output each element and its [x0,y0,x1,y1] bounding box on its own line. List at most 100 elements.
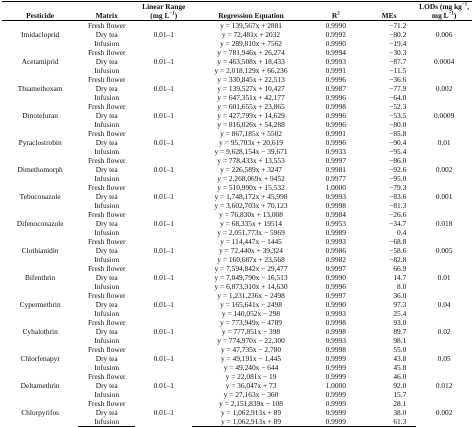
regression-equation-cell: y = 139,567x + 2881 [220,21,282,30]
r-squared-cell: 0.9997 [325,264,346,273]
matrix-effect-cell: −77.9 [389,84,407,93]
table-row: Imidacloprid Fresh flower 0.01–1 y = 139,56… [2,21,472,39]
r-squared-cell: 0.9990 [325,39,346,48]
regression-equation-cell: y = 72,481x + 2032 [221,30,281,39]
table-row: Difenoconazole Fresh flower 0.01–1 y = 76,8… [2,210,472,228]
header-lods: LODs (mg kg−1, mg L−1) [416,1,472,21]
r-squared-cell: 0.9999 [325,390,346,399]
r-squared-cell: 0.9997 [325,291,346,300]
linear-range-cell: 0.01–1 [153,138,174,147]
matrix-effect-cell: −11.5 [389,66,407,75]
pesticide-name: Clothianidin [21,246,59,255]
matrix-cell: Infusion [94,120,120,129]
r-squared-cell: 0.9992 [325,30,346,39]
table-row: Dry tea y = 427,799x + 14,629 0.9996 −53.5 [2,111,472,120]
matrix-effect-cell: 89.7 [393,327,407,336]
r-squared-cell: 0.9994 [325,48,346,57]
lod-cell: 0.04 [437,300,451,309]
matrix-cell: Fresh flower [87,318,126,327]
matrix-effect-cell: −68.8 [389,237,407,246]
matrix-cell: Dry tea [95,300,118,309]
lod-cell: 0.01 [437,138,451,147]
table-row: Dry tea y = 68,335x + 19514 0.9953 −34.7 [2,219,472,228]
table-row: Dry tea y = 95,703x + 20,619 0.9996 −90.4 [2,138,472,147]
regression-equation-cell: y = 47,735x − 2,780 [220,345,282,354]
matrix-cell: Infusion [94,390,120,399]
r-squared-cell: 0.9999 [309,417,362,427]
table-row: Infusion y = 2,268,069x + 9452 0.9977 −95.0 [2,174,472,183]
r-squared-cell: 0.9933 [325,147,346,156]
table-row: Infusion y = 774,970x − 22,300 0.9993 98.1 [2,336,472,345]
regression-equation-cell: y = 2,151,839x − 108 [219,399,283,408]
linear-range-cell: 0.01–1 [153,300,174,309]
matrix-effect-cell: −30.3 [389,48,407,57]
r-squared-cell: 0.9987 [325,84,346,93]
matrix-cell: Infusion [94,174,120,183]
matrix-effect-cell: 15.7 [393,390,407,399]
table-row: Cypermethrin Fresh flower 0.01–1 y = 1,231,… [2,291,472,309]
table-row: Dry tea y = 7,049,790x − 16,513 0.9990 14.7 [2,273,472,282]
matrix-cell: Fresh flower [87,75,126,84]
matrix-effect-cell: 0.4 [397,228,407,237]
r-squared-cell: 0.9999 [325,372,346,381]
regression-equation-cell: y = 774,970x − 22,300 [217,336,285,345]
table-row: Infusion y = 2,018,129x + 66,236 0.9991 −11… [2,66,472,75]
matrix-cell: Dry tea [95,84,118,93]
table-row: Chlorfenapyr Fresh flower 0.01–1 y = 47,735… [2,345,472,363]
linear-range-cell: 0.01–1 [153,165,174,174]
pesticide-name: Dimethomorph [17,165,63,174]
matrix-cell: Fresh flower [87,102,126,111]
r-squared-cell: 0.9981 [325,165,346,174]
table-row: Cyhalothrin Fresh flower 0.01–1 y = 773,949… [2,318,472,336]
matrix-cell: Dry tea [95,354,118,363]
matrix-effect-cell: −52.3 [389,102,407,111]
matrix-effect-cell: 28.1 [393,399,407,408]
r-squared-cell: 0.9998 [325,327,346,336]
matrix-effect-cell: −34.7 [389,219,407,228]
matrix-effect-cell: −92.6 [389,165,407,174]
regression-equation-cell: y = 95,703x + 20,619 [219,138,283,147]
regression-equation-cell: y = 781,946x + 26,274 [217,48,285,57]
lod-cell: 0.01 [437,273,451,282]
matrix-cell: Fresh flower [87,183,126,192]
linear-range-cell: 0.01–1 [153,111,174,120]
table-body: Imidacloprid Fresh flower 0.01–1 y = 139,56… [2,21,472,427]
matrix-cell: Fresh flower [87,291,126,300]
r-squared-cell: 0.9996 [325,93,346,102]
matrix-cell: Fresh flower [87,21,126,30]
regression-equation-cell: y = 160,687x + 23,568 [217,255,285,264]
r-squared-cell: 0.9998 [325,201,346,210]
table-row: Dry tea y = 72,440x + 39,324 0.9986 −58.6 [2,246,472,255]
regression-equation-cell: y = 7,049,790x − 16,513 [214,273,288,282]
regression-equation-cell: y = 139,527x + 10,427 [217,84,285,93]
pesticide-name: Chlorfenapyr [20,354,60,363]
r-squared-cell: 0.9996 [325,111,346,120]
regression-equation-cell: y = 226,589x + 3247 [220,165,282,174]
r-squared-cell: 0.9990 [325,21,346,30]
linear-range-cell: 0.01–1 [153,219,174,228]
pesticide-name: Deltamethrin [20,381,60,390]
regression-equation-cell: y = 68,335x + 19514 [220,219,282,228]
matrix-effect-cell: −79.3 [389,183,407,192]
matrix-cell: Infusion [94,363,120,372]
matrix-cell: Fresh flower [87,129,126,138]
regression-equation-cell: y = 427,799x + 14,629 [217,111,285,120]
regression-equation-cell: y = 114,447x − 1445 [220,237,282,246]
matrix-cell: Infusion [94,336,120,345]
pesticide-name: Bifenthrin [24,273,56,282]
r-squared-cell: 0.9993 [325,237,346,246]
matrix-cell: Infusion [78,417,136,427]
pesticide-name: Tebuconazole [19,192,61,201]
matrix-effect-cell: −86.0 [389,156,407,165]
header-regression-equation: Regression Equation [192,1,310,21]
matrix-cell: Dry tea [95,30,118,39]
matrix-cell: Infusion [94,255,120,264]
matrix-cell: Dry tea [95,192,118,201]
header-matrix-effects: MEs [361,1,417,21]
matrix-effect-cell: 93.0 [393,318,407,327]
table-header-row: Pesticide Matrix Linear Range (mg L−1) R… [2,1,472,21]
r-squared-cell: 0.9999 [325,363,346,372]
header-pesticide: Pesticide [2,1,79,21]
regression-equation-cell: y = 647,351x + 42,177 [217,93,285,102]
